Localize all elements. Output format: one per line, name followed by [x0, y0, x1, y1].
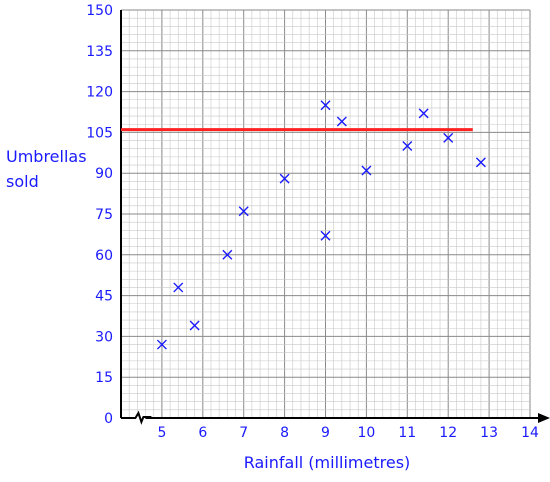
- y-tick-label: 150: [86, 3, 113, 19]
- y-tick-label: 0: [104, 411, 113, 427]
- y-tick-label: 60: [95, 248, 113, 264]
- x-tick-label: 11: [398, 425, 416, 441]
- x-tick-labels: 5 6 7 8 9 10 11 12 13 14: [157, 425, 539, 441]
- y-tick-label: 30: [95, 329, 113, 345]
- grid: [120, 9, 531, 419]
- y-tick-label: 15: [95, 370, 113, 386]
- x-tick-label: 8: [280, 425, 289, 441]
- x-tick-label: 14: [521, 425, 539, 441]
- data-points: [156, 100, 486, 350]
- data-point-marker: [279, 173, 290, 184]
- data-point-marker: [320, 230, 331, 241]
- x-axis-label: Rainfall (millimetres): [244, 453, 411, 472]
- x-tick-label: 6: [198, 425, 207, 441]
- data-point-marker: [156, 339, 167, 350]
- x-tick-label: 13: [480, 425, 498, 441]
- y-tick-label: 75: [95, 207, 113, 223]
- data-point-marker: [189, 320, 200, 331]
- data-point-marker: [443, 132, 454, 143]
- x-tick-label: 10: [357, 425, 375, 441]
- y-axis-label-line-1: Umbrellas: [6, 147, 87, 166]
- data-point-marker: [475, 157, 486, 168]
- axes: [120, 10, 550, 425]
- data-point-marker: [222, 249, 233, 260]
- x-axis-arrow: [538, 413, 550, 423]
- y-tick-label: 135: [86, 44, 113, 60]
- y-tick-label: 105: [86, 125, 113, 141]
- y-axis-label-line-2: sold: [6, 172, 39, 191]
- x-tick-label: 5: [157, 425, 166, 441]
- data-point-marker: [361, 165, 372, 176]
- data-point-marker: [418, 108, 429, 119]
- y-tick-label: 90: [95, 166, 113, 182]
- x-tick-label: 12: [439, 425, 457, 441]
- y-tick-labels: 0 15 30 45 60 75 90 105 120 135 150: [86, 3, 113, 427]
- data-point-marker: [320, 100, 331, 111]
- data-point-marker: [173, 282, 184, 293]
- data-point-marker: [238, 206, 249, 217]
- x-tick-label: 7: [239, 425, 248, 441]
- y-tick-label: 120: [86, 85, 113, 101]
- axis-break-icon: [130, 410, 152, 425]
- y-tick-label: 45: [95, 289, 113, 305]
- x-tick-label: 9: [321, 425, 330, 441]
- data-point-marker: [402, 141, 413, 151]
- data-point-marker: [336, 116, 347, 127]
